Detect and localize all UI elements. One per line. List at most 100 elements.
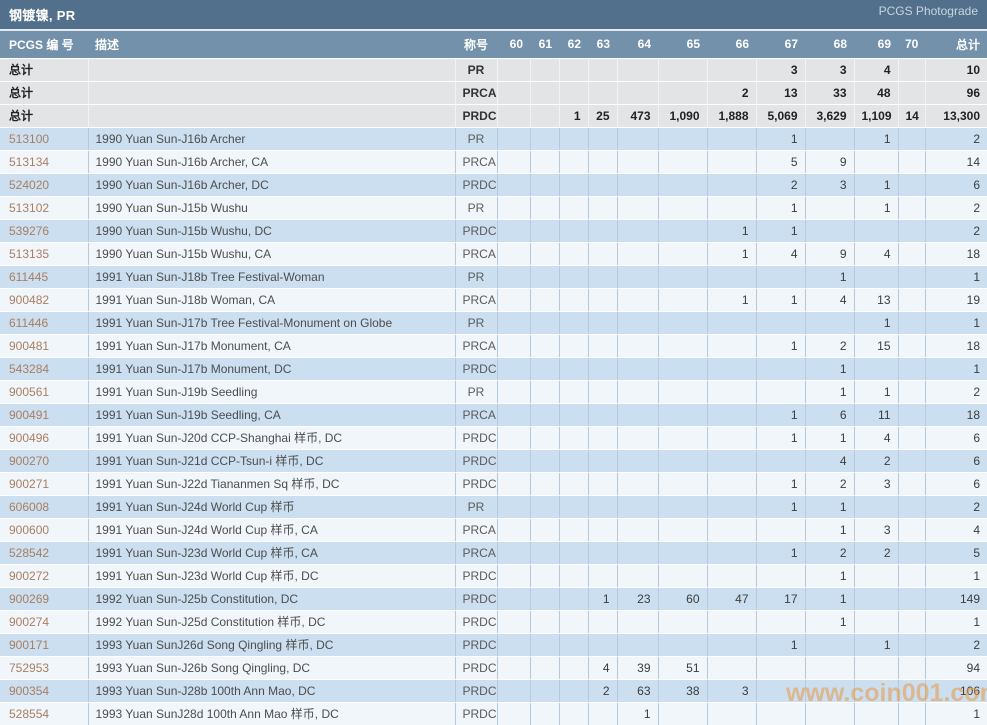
- grade-60-cell: [497, 58, 531, 82]
- grade-68-cell: [805, 633, 855, 657]
- grade-62-cell: [559, 656, 589, 680]
- grade-64-cell: [617, 150, 659, 174]
- grade-63-cell: 4: [588, 656, 618, 680]
- description-cell: 1991 Yuan Sun-J17b Monument, CA: [88, 334, 456, 358]
- grade-70-cell: [898, 219, 926, 243]
- grade-70-cell: [898, 173, 926, 197]
- pcgs-number-link[interactable]: 900491: [9, 407, 50, 422]
- grade-67-cell: 1: [756, 472, 806, 496]
- pcgs-number-link[interactable]: 539276: [9, 223, 50, 238]
- table-body: 总计 PR 3 3 4 10 总计 PRCA 2 13 33 48 96 总计 PRDC 1 25 473 1,09…: [0, 58, 987, 725]
- pcgs-number-link[interactable]: 524020: [9, 177, 50, 192]
- grade-69-cell: 1: [854, 633, 899, 657]
- pcgs-number-link[interactable]: 900561: [9, 384, 50, 399]
- total-cell: 1: [925, 610, 987, 634]
- photograde-link[interactable]: PCGS Photograde: [878, 4, 978, 18]
- pcgs-number-link[interactable]: 900270: [9, 453, 50, 468]
- col-header-total: 总计: [925, 31, 987, 59]
- grade-62-cell: [559, 403, 589, 427]
- pcgs-number-cell: 900272: [0, 564, 89, 588]
- grade-65-cell: 51: [658, 656, 708, 680]
- pcgs-number-link[interactable]: 513100: [9, 131, 50, 146]
- pcgs-number-link[interactable]: 513102: [9, 200, 50, 215]
- grade-60-cell: [497, 564, 531, 588]
- coin-row: 900561 1991 Yuan Sun-J19b Seedling PR 1 1 2: [0, 380, 987, 404]
- grade-64-cell: 23: [617, 587, 659, 611]
- pcgs-number-link[interactable]: 752953: [9, 660, 50, 675]
- grade-67-cell: [756, 702, 806, 725]
- pcgs-number-link[interactable]: 900354: [9, 683, 50, 698]
- grade-69-cell: [854, 610, 899, 634]
- designation-cell: PRCA: [455, 150, 498, 174]
- pcgs-number-link[interactable]: 513135: [9, 246, 50, 261]
- pcgs-number-link[interactable]: 900482: [9, 292, 50, 307]
- pcgs-number-link[interactable]: 900481: [9, 338, 50, 353]
- grade-65-cell: [658, 518, 708, 542]
- grade-65-cell: [658, 58, 708, 82]
- grade-63-cell: 1: [588, 587, 618, 611]
- pcgs-number-link[interactable]: 611445: [9, 269, 49, 284]
- description-cell: 1991 Yuan Sun-J18b Tree Festival-Woman: [88, 265, 456, 289]
- total-cell: 19: [925, 288, 987, 312]
- pcgs-number-link[interactable]: 528554: [9, 706, 50, 721]
- grade-63-cell: [588, 81, 618, 105]
- grade-60-cell: [497, 702, 531, 725]
- grade-67-cell: 1: [756, 495, 806, 519]
- designation-cell: PRDC: [455, 173, 498, 197]
- grade-70-cell: [898, 265, 926, 289]
- grade-70-cell: [898, 196, 926, 220]
- grade-69-cell: [854, 357, 899, 381]
- grade-63-cell: [588, 449, 618, 473]
- pcgs-number-link[interactable]: 513134: [9, 154, 50, 169]
- pcgs-number-link[interactable]: 606008: [9, 499, 50, 514]
- grade-60-cell: [497, 426, 531, 450]
- grade-66-cell: [707, 656, 757, 680]
- pcgs-number-link[interactable]: 900274: [9, 614, 50, 629]
- pcgs-number-link[interactable]: 528542: [9, 545, 50, 560]
- total-cell: 94: [925, 656, 987, 680]
- pcgs-number-link[interactable]: 900269: [9, 591, 50, 606]
- pcgs-number-link[interactable]: 900272: [9, 568, 50, 583]
- grade-70-cell: [898, 403, 926, 427]
- grade-70-cell: [898, 633, 926, 657]
- pcgs-number-link[interactable]: 900171: [9, 637, 50, 652]
- designation-cell: PRDC: [455, 702, 498, 725]
- pcgs-number-link[interactable]: 900600: [9, 522, 50, 537]
- grade-68-cell: 9: [805, 150, 855, 174]
- grade-62-cell: [559, 127, 589, 151]
- pcgs-number-link[interactable]: 611446: [9, 315, 49, 330]
- coin-row: 900481 1991 Yuan Sun-J17b Monument, CA PRC…: [0, 334, 987, 358]
- grade-69-cell: 3: [854, 518, 899, 542]
- grade-69-cell: [854, 495, 899, 519]
- grade-64-cell: [617, 127, 659, 151]
- grade-69-cell: 4: [854, 426, 899, 450]
- grade-63-cell: [588, 702, 618, 725]
- pcgs-number-link[interactable]: 543284: [9, 361, 50, 376]
- grade-66-cell: [707, 426, 757, 450]
- description-cell: 1993 Yuan SunJ26d Song Qingling 样币, DC: [88, 633, 456, 657]
- pcgs-number-link[interactable]: 900496: [9, 430, 50, 445]
- summary-row: 总计 PRCA 2 13 33 48 96: [0, 81, 987, 105]
- grade-69-cell: 11: [854, 403, 899, 427]
- description-cell: 1991 Yuan Sun-J23d World Cup 样币, DC: [88, 564, 456, 588]
- grade-66-cell: [707, 472, 757, 496]
- total-cell: 2: [925, 495, 987, 519]
- total-cell: 96: [925, 81, 987, 105]
- grade-63-cell: [588, 426, 618, 450]
- grade-67-cell: 1: [756, 288, 806, 312]
- description-cell: 1990 Yuan Sun-J15b Wushu, CA: [88, 242, 456, 266]
- column-header-row: PCGS 编 号 描述 称号 60 61 62 63 64 65 66 67 6…: [0, 31, 987, 59]
- coin-row: 528554 1993 Yuan SunJ28d 100th Ann Mao 样币…: [0, 702, 987, 725]
- coin-row: 900171 1993 Yuan SunJ26d Song Qingling 样币…: [0, 633, 987, 657]
- grade-66-cell: [707, 633, 757, 657]
- description-cell: 1993 Yuan Sun-J26b Song Qingling, DC: [88, 656, 456, 680]
- pcgs-number-cell: 752953: [0, 656, 89, 680]
- coin-row: 900491 1991 Yuan Sun-J19b Seedling, CA PRC…: [0, 403, 987, 427]
- pcgs-number-link[interactable]: 900271: [9, 476, 50, 491]
- grade-60-cell: [497, 403, 531, 427]
- grade-64-cell: [617, 242, 659, 266]
- grade-65-cell: [658, 564, 708, 588]
- grade-70-cell: [898, 357, 926, 381]
- grade-70-cell: [898, 150, 926, 174]
- grade-67-cell: 13: [756, 81, 806, 105]
